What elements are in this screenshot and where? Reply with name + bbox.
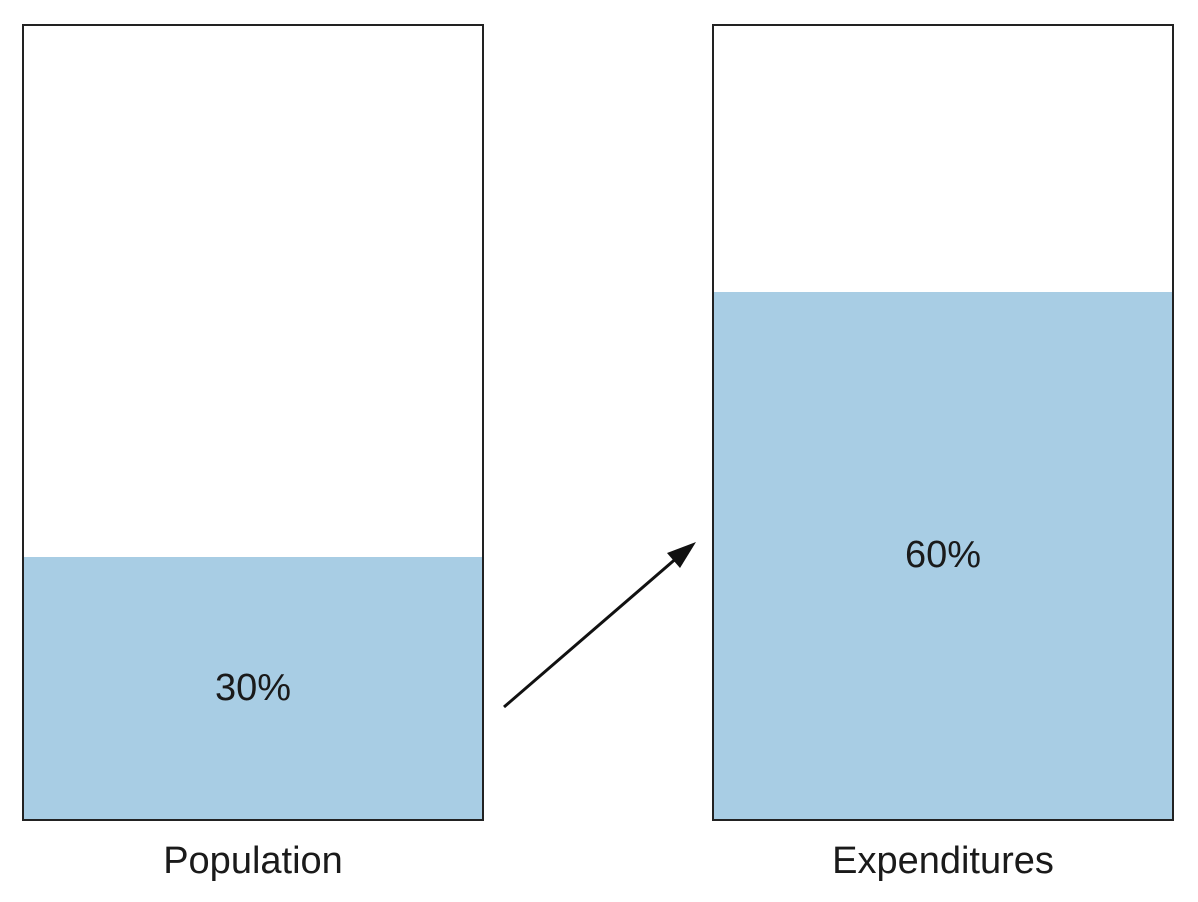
population-caption: Population: [163, 840, 343, 882]
arrow-shaft: [503, 554, 680, 709]
population-bar-frame: 30%: [22, 24, 484, 821]
expenditures-value-label: 60%: [904, 533, 982, 576]
population-value-label: 30%: [214, 666, 292, 709]
expenditures-bar-fill: 60%: [714, 291, 1172, 819]
arrow-head: [667, 542, 696, 568]
expenditures-bar-frame: 60%: [712, 24, 1174, 821]
expenditures-caption: Expenditures: [832, 840, 1054, 882]
population-bar-fill: 30%: [24, 557, 482, 819]
